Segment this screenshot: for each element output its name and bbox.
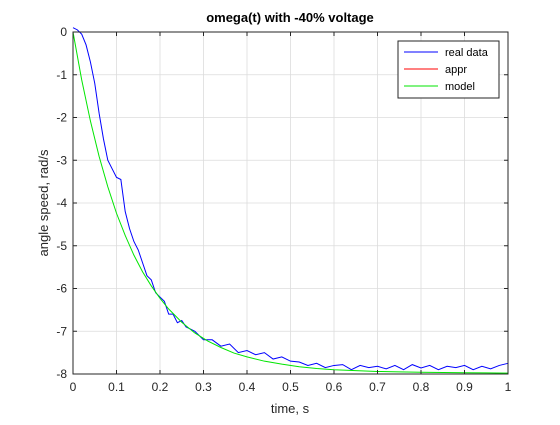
x-tick-label: 0.9 [456,380,473,394]
chart-title: omega(t) with -40% voltage [206,10,374,25]
y-tick-label: -5 [56,239,67,253]
y-tick-label: -3 [56,153,67,167]
x-tick-label: 1 [505,380,512,394]
y-tick-label: -4 [56,196,67,210]
x-tick-label: 0.6 [326,380,343,394]
y-tick-label: -7 [56,324,67,338]
y-tick-label: -1 [56,68,67,82]
series-line-model [72,31,509,374]
x-axis-label: time, s [271,401,310,416]
y-tick-label: -6 [56,282,67,296]
x-tick-label: 0.4 [239,380,256,394]
legend-entry-label: appr [445,64,467,76]
axes: 0 0.1 0.2 0.3 0.4 0.5 0.6 0.7 0.8 0.9 1 0 -1 -2 -3 -4 -5… [56,25,511,394]
x-tick-label: 0.8 [413,380,430,394]
x-tick-label: 0.3 [195,380,212,394]
x-tick-label: 0.5 [282,380,299,394]
legend-entry-label: model [445,81,475,93]
y-tick-label: -8 [56,367,67,381]
legend-entry-label: real data [445,47,489,59]
y-tick-label: -2 [56,111,67,125]
x-tick-label: 0.2 [152,380,169,394]
legend: real data appr model [397,40,500,99]
x-tick-label: 0.7 [369,380,386,394]
series-layer [72,27,509,374]
x-tick-label: 0.1 [108,380,125,394]
x-tick-label: 0 [70,380,77,394]
series-line-real-data [72,27,509,371]
y-axis-label: angle speed, rad/s [36,149,51,256]
y-tick-label: 0 [60,25,67,39]
